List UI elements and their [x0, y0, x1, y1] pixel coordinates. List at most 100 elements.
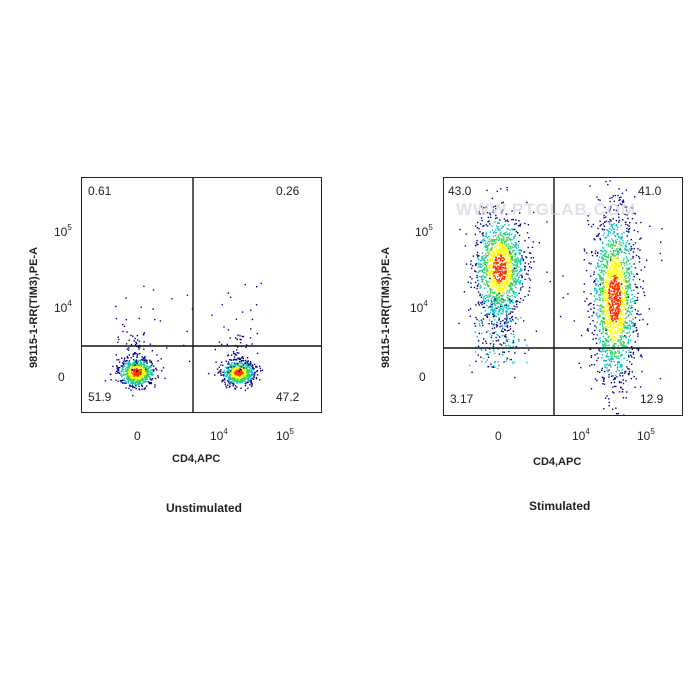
event-dot-cd4pos-stim	[621, 291, 624, 294]
event-dot-cd4neg-unstim	[118, 338, 120, 341]
event-dot-cd4pos-stim	[634, 309, 637, 311]
event-dot-cd4pos-unstim	[239, 381, 242, 383]
event-dot-cd4pos-stim	[591, 364, 593, 366]
event-dot-cd4neg-tim3hi-stim	[493, 332, 496, 334]
event-dot-cd4pos-unstim	[242, 378, 245, 380]
event-dot-cd4pos-stim	[620, 196, 622, 198]
event-dot-cd4pos-stim	[610, 225, 612, 228]
event-dot-cd4neg-tim3hi-stim	[493, 252, 495, 254]
event-dot-cd4neg-tim3hi-stim	[494, 252, 496, 255]
event-dot-cd4pos-stim	[603, 377, 605, 379]
event-dot-cd4neg-unstim	[130, 343, 133, 346]
event-dot-cd4pos-stim	[619, 365, 622, 367]
event-dot-cd4neg-tim3hi-stim	[509, 250, 511, 252]
event-dot-cd4pos-stim	[626, 272, 628, 274]
event-dot-cd4neg-tim3hi-stim	[495, 268, 498, 270]
event-dot-cd4neg-tim3hi-stim	[483, 262, 485, 264]
event-dot-cd4neg-tim3hi-stim	[511, 238, 513, 241]
event-dot-cd4neg-tim3hi-stim	[527, 273, 529, 276]
event-dot-cd4pos-stim	[612, 240, 614, 243]
event-dot-cd4pos-stim	[628, 283, 631, 285]
event-dot-cd4neg-unstim	[120, 373, 122, 376]
event-dot-cd4neg-tail-stim	[492, 343, 495, 345]
event-dot-cd4pos-stim	[596, 353, 598, 355]
event-dot-cd4pos-stim	[597, 234, 599, 236]
event-dot-cd4neg-unstim	[150, 369, 152, 371]
event-dot-cd4pos-stim	[628, 356, 630, 358]
event-dot-cd4neg-tim3hi-stim	[484, 255, 487, 257]
event-dot-cd4pos-stim	[609, 304, 611, 306]
event-dot-cd4pos-stim	[613, 293, 615, 295]
event-dot-cd4neg-tim3hi-stim	[493, 231, 496, 233]
event-dot-cd4pos-stim	[624, 284, 626, 287]
event-dot-cd4neg-tim3hi-stim	[498, 299, 500, 301]
event-dot-cd4pos-stim	[615, 385, 617, 388]
event-dot-cd4neg-tim3hi-stim	[479, 231, 481, 233]
event-dot-cd4pos-stim	[642, 280, 644, 282]
event-dot-cd4neg-tim3hi-stim	[496, 190, 498, 193]
event-dot-cd4pos-stim	[628, 250, 630, 253]
event-dot-cd4neg-tim3hi-stim	[513, 270, 516, 273]
event-dot-cd4pos-stim	[612, 264, 614, 266]
event-dot-cd4pos-stim	[603, 216, 605, 219]
event-dot-cd4pos-unstim	[238, 365, 240, 367]
event-dot-cd4neg-tim3hi-stim	[508, 262, 510, 264]
event-dot-cd4pos-stim	[615, 250, 617, 252]
event-dot-cd4pos-stim	[609, 241, 612, 243]
event-dot-cd4neg-tim3hi-stim	[476, 254, 478, 256]
event-dot-cd4neg-tim3hi-stim	[497, 294, 499, 296]
event-dot-cd4pos-stim	[603, 247, 605, 249]
event-dot-cd4pos-unstim	[243, 360, 245, 362]
event-dot-cd4pos-stim	[622, 349, 624, 352]
event-dot-cd4pos-stim	[591, 254, 594, 257]
event-dot-cd4neg-unstim	[132, 378, 134, 380]
event-dot-cd4neg-tim3hi-stim	[509, 289, 511, 291]
event-dot-cd4pos-stim	[640, 354, 642, 356]
event-dot-cd4pos-unstim	[250, 328, 252, 330]
event-dot-cd4neg-tim3hi-stim	[493, 283, 496, 286]
event-dot-cd4neg-tim3hi-stim	[496, 275, 499, 278]
event-dot-cd4pos-stim	[622, 298, 625, 300]
event-dot-sparse-stim	[659, 252, 661, 255]
quadrant-lower-left-stimulated: 3.17	[450, 392, 474, 406]
event-dot-cd4neg-tim3hi-stim	[516, 294, 518, 296]
event-dot-cd4neg-tim3hi-stim	[487, 255, 489, 257]
event-dot-cd4pos-stim	[624, 289, 626, 291]
event-dot-cd4pos-unstim	[231, 362, 233, 364]
event-dot-cd4pos-stim	[618, 269, 620, 272]
event-dot-cd4neg-unstim	[151, 372, 153, 374]
event-dot-cd4neg-tim3hi-stim	[493, 309, 495, 311]
event-dot-cd4neg-unstim	[146, 374, 148, 377]
event-dot-cd4neg-tim3hi-stim	[484, 277, 486, 279]
event-dot-cd4pos-stim	[605, 325, 608, 328]
event-dot-cd4pos-stim	[619, 265, 622, 268]
event-dot-cd4pos-stim	[631, 207, 633, 209]
event-dot-cd4neg-tim3hi-stim	[498, 297, 501, 299]
event-dot-cd4neg-unstim	[123, 371, 125, 373]
event-dot-cd4neg-tim3hi-stim	[484, 235, 487, 237]
event-dot-cd4neg-tim3hi-stim	[493, 291, 495, 294]
event-dot-cd4pos-stim	[610, 253, 612, 255]
event-dot-cd4pos-stim	[612, 258, 614, 260]
event-dot-cd4pos-unstim	[240, 366, 242, 368]
event-dot-cd4pos-stim	[630, 377, 633, 380]
event-dot-cd4neg-tim3hi-stim	[515, 222, 517, 225]
event-dot-cd4pos-stim	[618, 269, 621, 271]
event-dot-cd4neg-tim3hi-stim	[486, 225, 489, 227]
event-dot-cd4pos-stim	[605, 216, 607, 218]
event-dot-cd4pos-stim	[617, 345, 620, 347]
event-dot-cd4neg-unstim	[128, 376, 130, 378]
event-dot-cd4pos-unstim	[240, 361, 243, 364]
event-dot-cd4pos-stim	[614, 275, 617, 277]
event-dot-cd4neg-tim3hi-stim	[504, 277, 506, 279]
event-dot-cd4neg-tim3hi-stim	[502, 263, 504, 265]
event-dot-cd4neg-tim3hi-stim	[527, 270, 530, 272]
event-dot-cd4neg-tail-stim	[505, 310, 507, 312]
event-dot-cd4pos-stim	[616, 296, 618, 299]
event-dot-cd4pos-stim	[604, 286, 606, 288]
event-dot-cd4pos-stim	[622, 308, 624, 310]
event-dot-cd4neg-tim3hi-stim	[488, 251, 491, 253]
event-dot-cd4pos-stim	[604, 299, 607, 302]
event-dot-cd4neg-tim3hi-stim	[459, 228, 461, 231]
event-dot-cd4pos-stim	[594, 325, 596, 327]
